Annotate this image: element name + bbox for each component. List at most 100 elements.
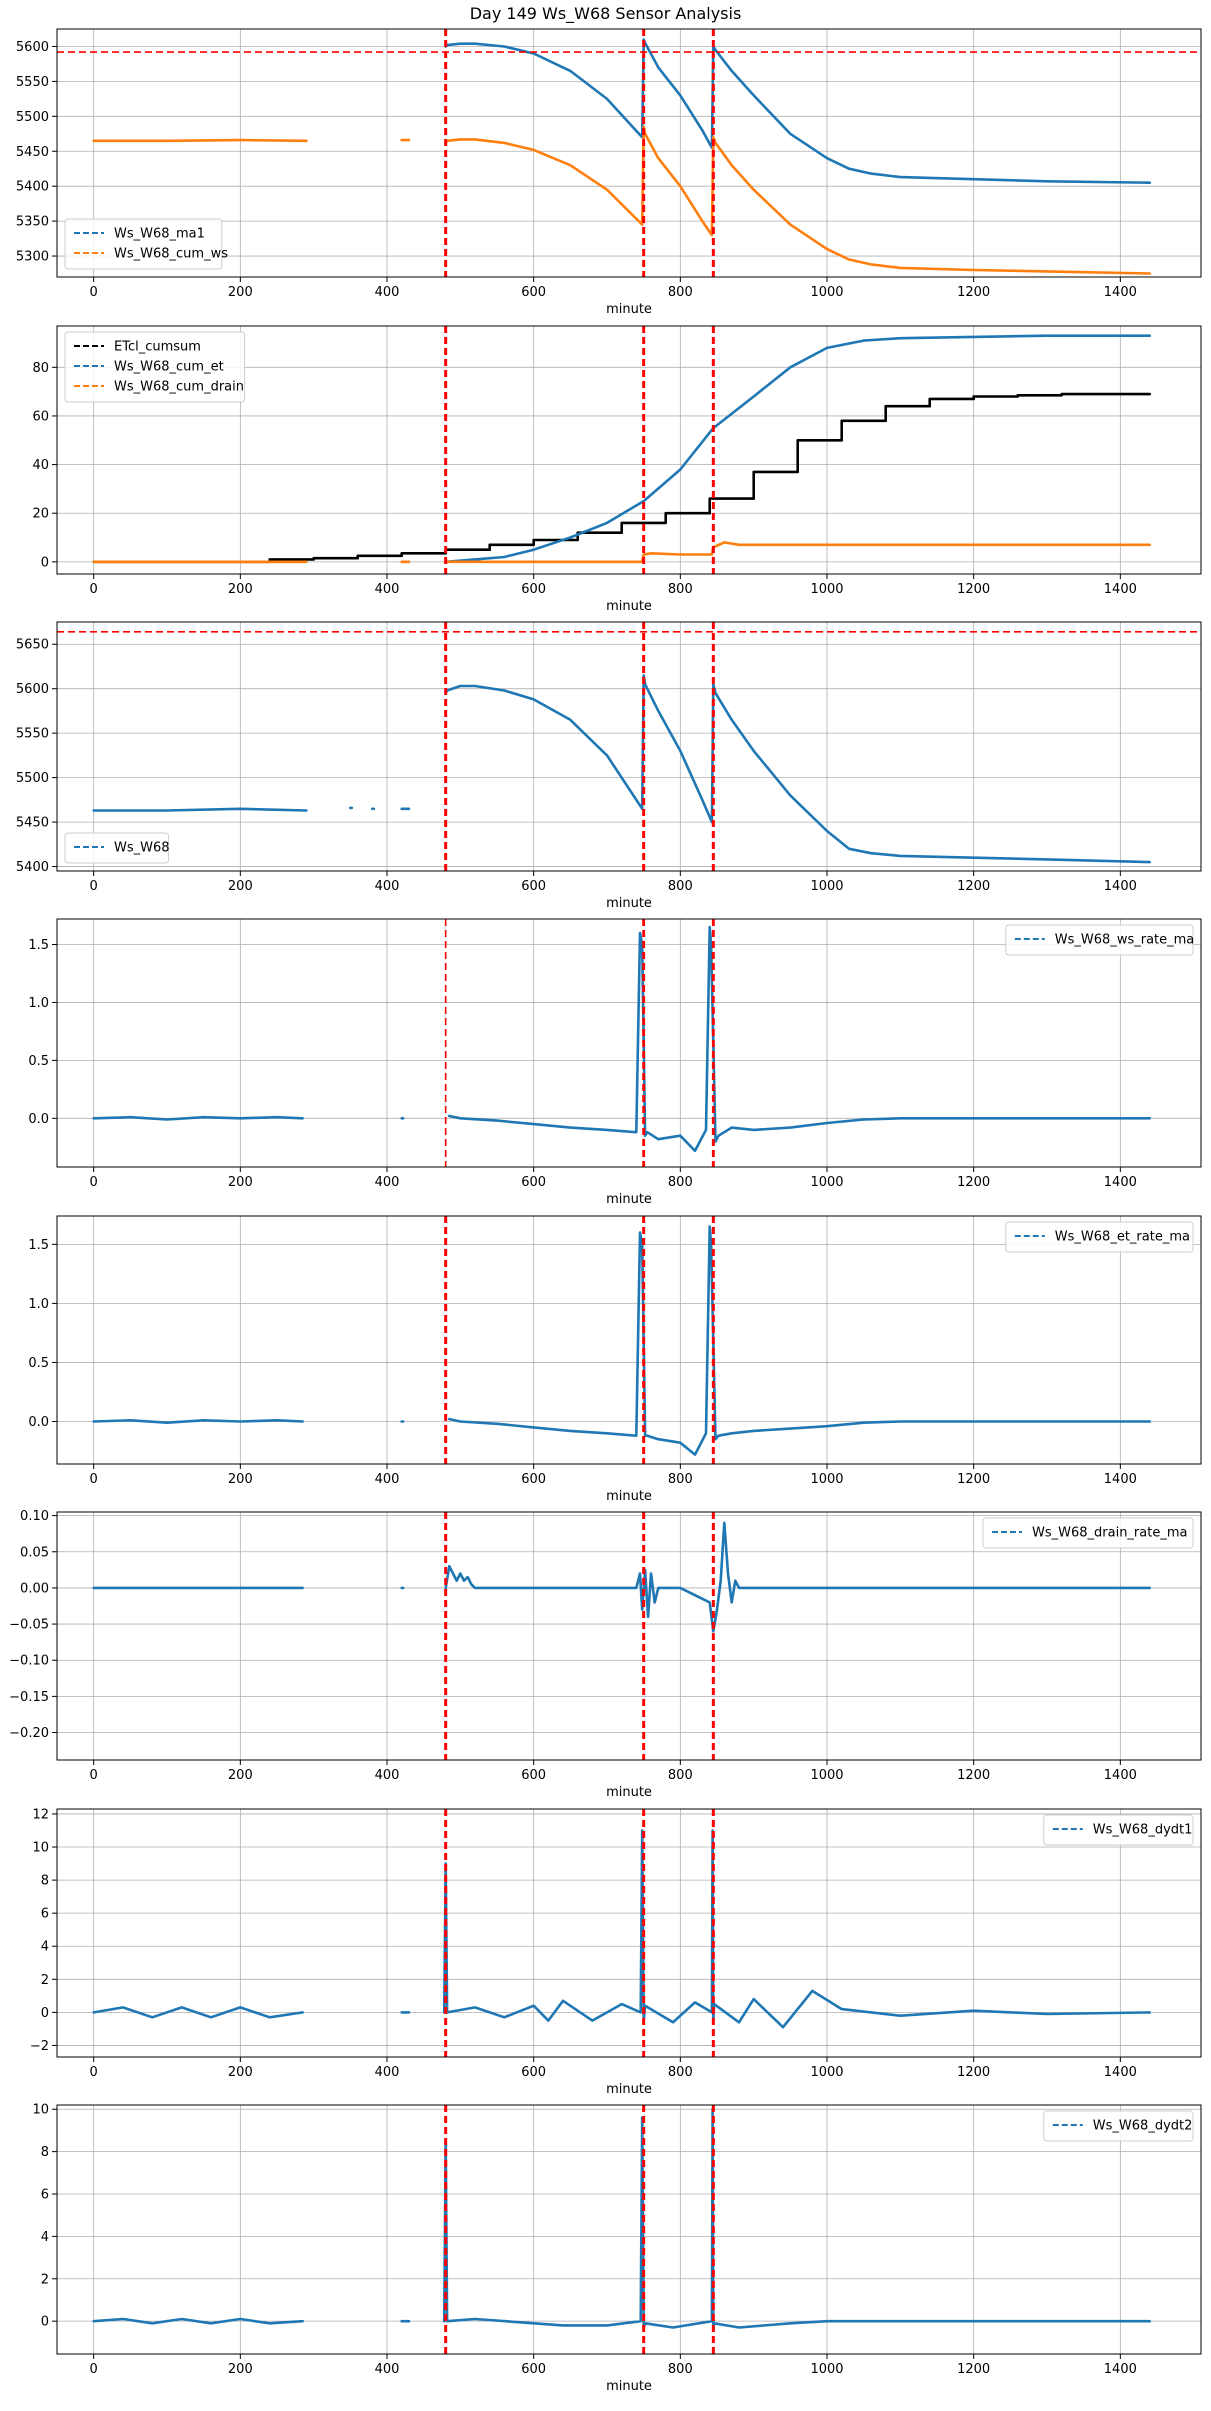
x-tick-label: 600 bbox=[521, 1768, 546, 1783]
x-tick-label: 1000 bbox=[810, 879, 843, 894]
y-tick-label: 1.0 bbox=[28, 996, 49, 1011]
y-tick-label: 0.5 bbox=[28, 1356, 49, 1371]
y-tick-label: 1.0 bbox=[28, 1297, 49, 1312]
legend-label: Ws_W68_cum_ws bbox=[114, 247, 228, 262]
legend-box bbox=[64, 832, 170, 864]
y-tick-label: 0.05 bbox=[20, 1545, 49, 1560]
legend: Ws_W68_et_rate_ma bbox=[1005, 1221, 1194, 1253]
series-line-Ws_W68_dydt2 bbox=[92, 2107, 1151, 2331]
subplot-6: 0 200 400 600 800 1000 1200 1400 −0.20 −0.15 −0.10… bbox=[9, 1509, 1202, 1800]
y-tick-label: −2 bbox=[30, 2039, 49, 2054]
x-tick-label: 400 bbox=[375, 1175, 400, 1190]
y-tick-label: 10 bbox=[32, 2103, 49, 2118]
x-tick-label: 1200 bbox=[957, 1768, 990, 1783]
subplot-1: 0 200 400 600 800 1000 1200 1400 5300 5350 5400 545… bbox=[16, 28, 1202, 317]
legend: Ws_W68_ws_rate_ma bbox=[1005, 924, 1194, 956]
y-tick-label: 20 bbox=[32, 507, 49, 522]
y-tick-label: 5600 bbox=[16, 682, 49, 697]
x-tick-label: 800 bbox=[668, 582, 693, 597]
x-tick-label: 400 bbox=[375, 582, 400, 597]
legend: Ws_W68_drain_rate_ma bbox=[982, 1517, 1194, 1549]
axes-frame bbox=[56, 2104, 1202, 2355]
series-line-Ws_W68_et_rate_ma bbox=[92, 1225, 1151, 1456]
y-tick-label: 5350 bbox=[16, 215, 49, 230]
x-tick-label: 1400 bbox=[1104, 285, 1137, 300]
y-tick-label: 12 bbox=[32, 1807, 49, 1822]
legend-box bbox=[1043, 2110, 1194, 2142]
x-tick-label: 0 bbox=[90, 1175, 98, 1190]
y-tick-label: 0.00 bbox=[20, 1581, 49, 1596]
legend: ETcl_cumsum Ws_W68_cum_et Ws_W68_cum_drain bbox=[64, 331, 246, 403]
legend-label: Ws_W68_drain_rate_ma bbox=[1032, 1526, 1187, 1541]
x-tick-label: 800 bbox=[668, 1175, 693, 1190]
x-tick-label: 600 bbox=[521, 285, 546, 300]
x-tick-label: 1400 bbox=[1104, 582, 1137, 597]
x-tick-label: 1000 bbox=[810, 1472, 843, 1487]
series-line-ETcl_cumsum bbox=[92, 392, 1151, 564]
legend-label: Ws_W68_cum_drain bbox=[114, 380, 244, 395]
x-axis-label: minute bbox=[606, 1489, 652, 1504]
series-line-Ws_W68_dydt1 bbox=[92, 1829, 1151, 2029]
x-tick-label: 1200 bbox=[957, 582, 990, 597]
series-line-Ws_W68_drain_rate_ma bbox=[92, 1521, 1151, 1633]
legend-box bbox=[64, 331, 246, 403]
series-line-Ws_W68_ws_rate_ma bbox=[92, 925, 1151, 1153]
y-tick-label: 5400 bbox=[16, 860, 49, 875]
x-tick-label: 0 bbox=[90, 879, 98, 894]
y-tick-label: −0.15 bbox=[9, 1690, 49, 1705]
x-axis-label: minute bbox=[606, 599, 652, 614]
y-tick-label: 5400 bbox=[16, 180, 49, 195]
y-tick-label: 2 bbox=[41, 1973, 49, 1988]
x-tick-label: 0 bbox=[90, 2362, 98, 2377]
legend: Ws_W68_dydt1 bbox=[1043, 1814, 1194, 1846]
x-tick-label: 800 bbox=[668, 2362, 693, 2377]
y-tick-label: 60 bbox=[32, 409, 49, 424]
subplot-5: 0 200 400 600 800 1000 1200 1400 0.0 0.5 1.0 1.5 min… bbox=[28, 1215, 1202, 1504]
x-tick-label: 200 bbox=[228, 2065, 253, 2080]
x-tick-label: 1400 bbox=[1104, 879, 1137, 894]
legend: Ws_W68_ma1 Ws_W68_cum_ws bbox=[64, 218, 228, 270]
subplot-2: 0 200 400 600 800 1000 1200 1400 0 20 40 60 80 minute… bbox=[32, 325, 1202, 614]
x-tick-label: 600 bbox=[521, 582, 546, 597]
y-tick-label: 8 bbox=[41, 2145, 49, 2160]
y-tick-label: −0.10 bbox=[9, 1654, 49, 1669]
y-tick-label: −0.20 bbox=[9, 1726, 49, 1741]
x-tick-label: 800 bbox=[668, 285, 693, 300]
series-line-Ws_W68_ma1 bbox=[444, 38, 1151, 184]
x-tick-label: 1400 bbox=[1104, 1472, 1137, 1487]
legend: Ws_W68_dydt2 bbox=[1043, 2110, 1194, 2142]
legend-label: Ws_W68_dydt2 bbox=[1093, 2119, 1193, 2134]
subplot-8: 0 200 400 600 800 1000 1200 1400 0 2 4 6 8 10 minute Ws… bbox=[32, 2103, 1202, 2394]
x-tick-label: 400 bbox=[375, 1768, 400, 1783]
x-tick-label: 1400 bbox=[1104, 1175, 1137, 1190]
x-axis-label: minute bbox=[606, 2379, 652, 2394]
y-tick-label: 5450 bbox=[16, 816, 49, 831]
x-tick-label: 1400 bbox=[1104, 2362, 1137, 2377]
x-tick-label: 1000 bbox=[810, 1768, 843, 1783]
y-tick-label: 5450 bbox=[16, 145, 49, 160]
x-tick-label: 0 bbox=[90, 1472, 98, 1487]
y-tick-label: 5500 bbox=[16, 110, 49, 125]
axes-frame bbox=[56, 1511, 1202, 1761]
legend-box bbox=[1005, 1221, 1194, 1253]
y-tick-label: 0.0 bbox=[28, 1415, 49, 1430]
y-tick-label: 8 bbox=[41, 1874, 49, 1889]
y-tick-label: 0 bbox=[41, 2315, 49, 2330]
x-tick-label: 0 bbox=[90, 2065, 98, 2080]
y-tick-label: 2 bbox=[41, 2272, 49, 2287]
y-tick-label: 0.0 bbox=[28, 1112, 49, 1127]
subplot-7: 0 200 400 600 800 1000 1200 1400 −2 0 2 4 6 8 10 12 minu… bbox=[30, 1807, 1202, 2097]
axes-frame bbox=[56, 1215, 1202, 1465]
y-tick-label: 40 bbox=[32, 458, 49, 473]
y-tick-label: 80 bbox=[32, 361, 49, 376]
x-tick-label: 400 bbox=[375, 285, 400, 300]
legend: Ws_W68 bbox=[64, 832, 170, 864]
legend-label: Ws_W68_ws_rate_ma bbox=[1055, 933, 1194, 948]
x-tick-label: 200 bbox=[228, 285, 253, 300]
x-tick-label: 1400 bbox=[1104, 2065, 1137, 2080]
x-tick-label: 1000 bbox=[810, 285, 843, 300]
x-tick-label: 800 bbox=[668, 1768, 693, 1783]
x-tick-label: 600 bbox=[521, 2065, 546, 2080]
x-tick-label: 0 bbox=[90, 582, 98, 597]
y-tick-label: 6 bbox=[41, 2188, 49, 2203]
